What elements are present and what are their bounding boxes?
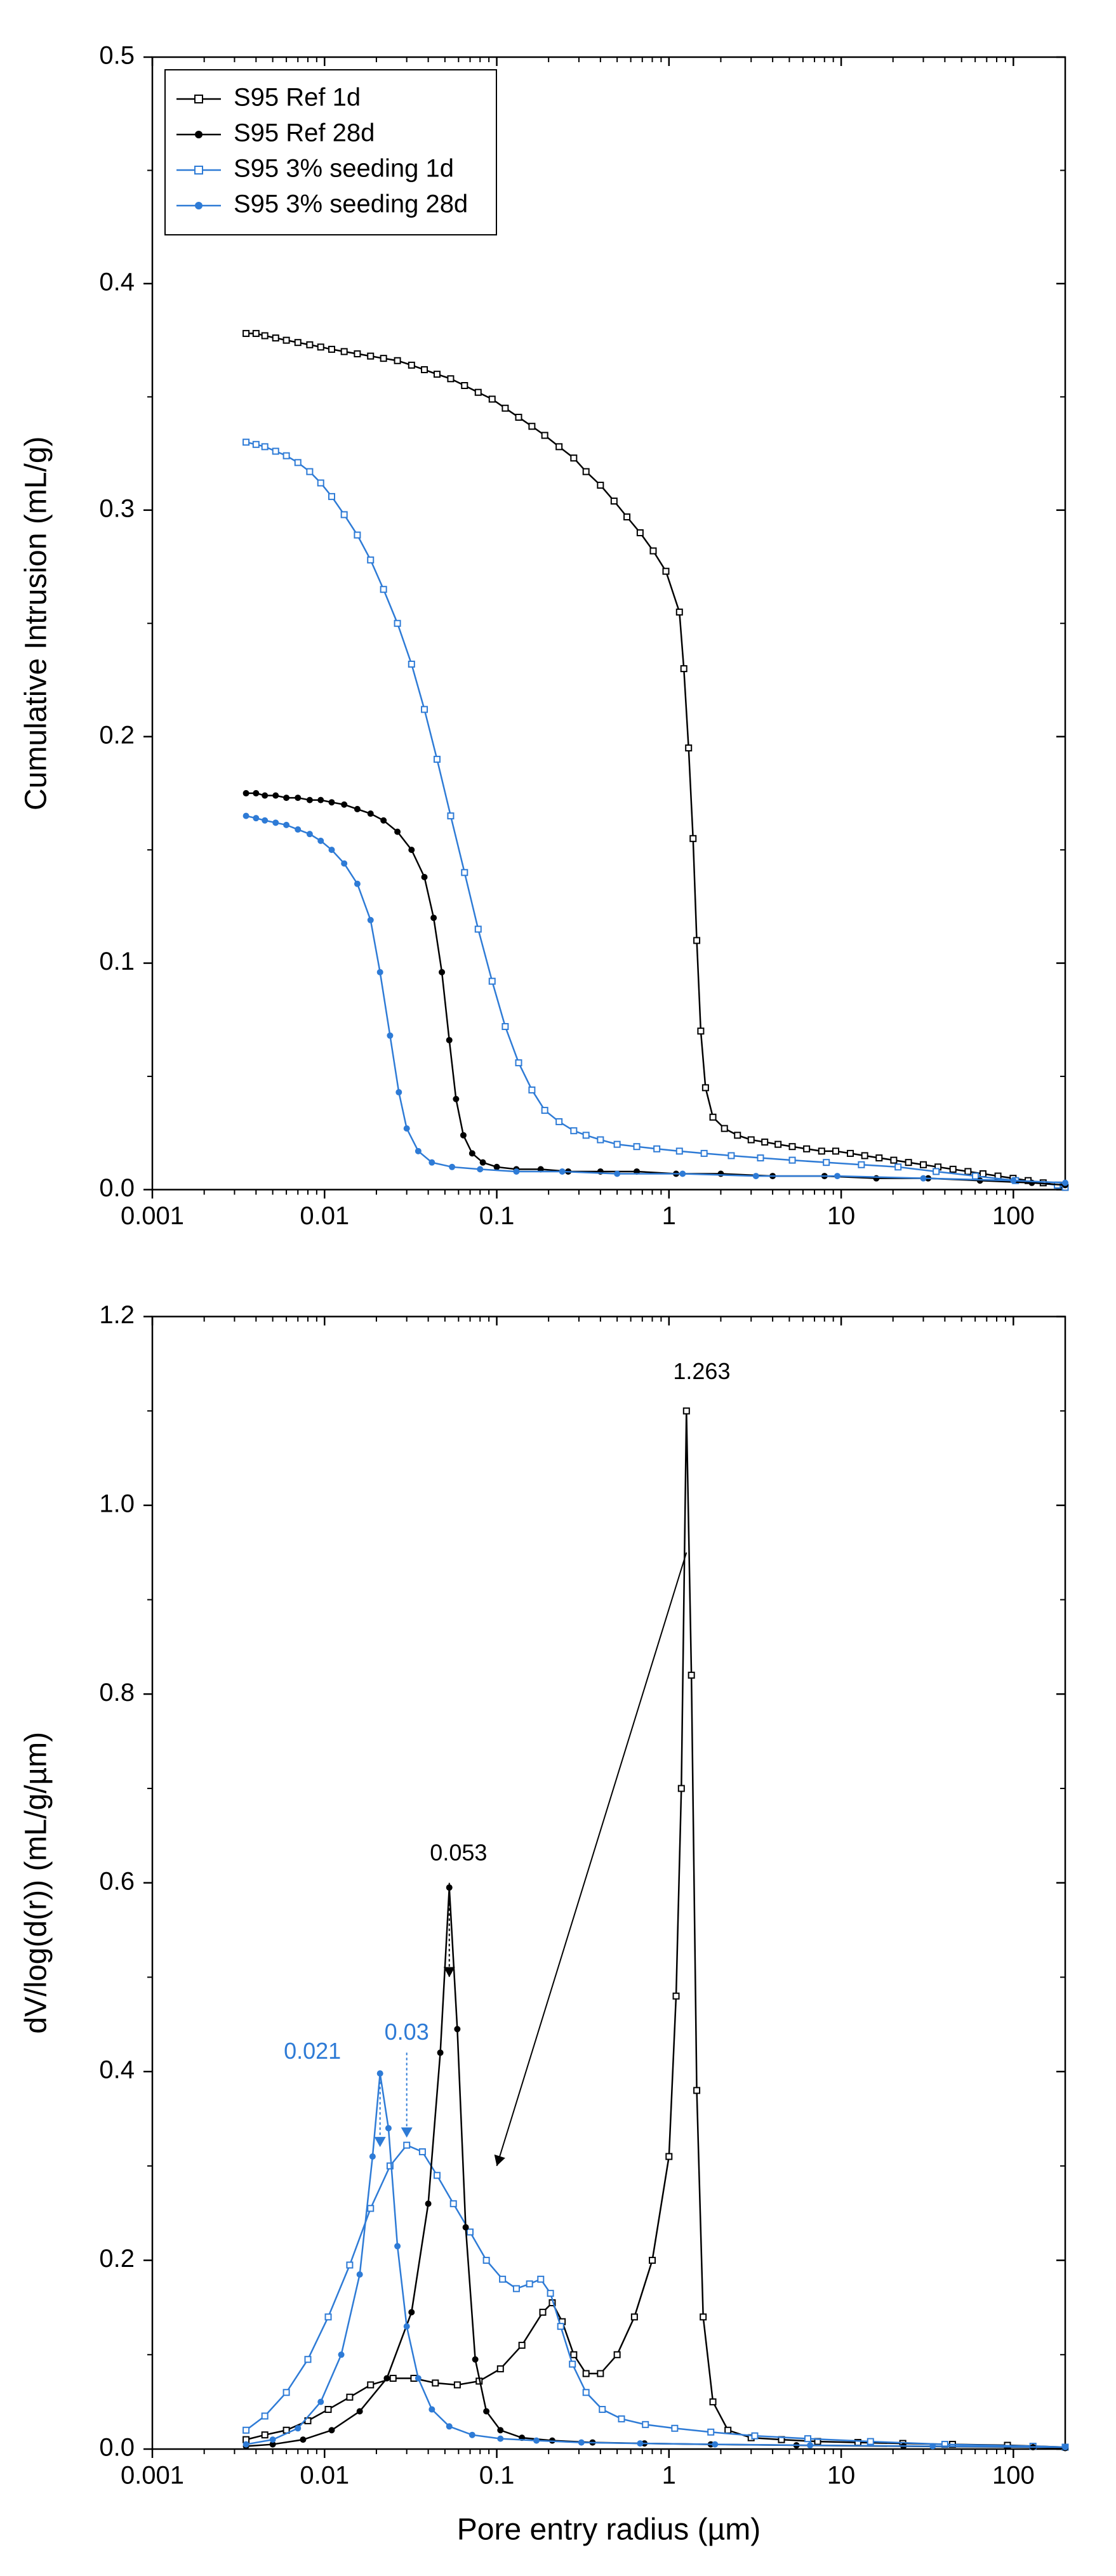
svg-text:S95 Ref 1d: S95 Ref 1d — [234, 84, 361, 112]
svg-text:1.0: 1.0 — [99, 1489, 135, 1517]
svg-text:0.021: 0.021 — [284, 2038, 341, 2064]
svg-text:S95 3% seeding 1d: S95 3% seeding 1d — [234, 155, 454, 183]
svg-text:0.053: 0.053 — [430, 1840, 487, 1866]
svg-text:0.8: 0.8 — [99, 1679, 135, 1707]
svg-text:0.5: 0.5 — [99, 42, 135, 70]
svg-text:0.3: 0.3 — [99, 494, 135, 522]
svg-text:0.1: 0.1 — [479, 1202, 515, 1230]
svg-text:0.001: 0.001 — [121, 2462, 184, 2490]
svg-text:S95 Ref 28d: S95 Ref 28d — [234, 119, 375, 147]
svg-text:dV/log(d(r)) (mL/g/µm): dV/log(d(r)) (mL/g/µm) — [20, 1732, 53, 2034]
svg-text:0.0: 0.0 — [99, 2434, 135, 2462]
figure-svg: 0.00.10.20.30.40.50.0010.010.1110100Cumu… — [0, 0, 1116, 2576]
svg-text:0.03: 0.03 — [385, 2019, 429, 2045]
svg-text:0.0: 0.0 — [99, 1174, 135, 1202]
svg-text:1: 1 — [662, 2462, 676, 2490]
svg-text:0.1: 0.1 — [99, 948, 135, 975]
svg-text:0.2: 0.2 — [99, 2245, 135, 2273]
svg-text:1: 1 — [662, 1202, 676, 1230]
figure-root: { "figure": { "width_px": 1758, "height_… — [0, 0, 1116, 2576]
svg-text:10: 10 — [827, 1202, 856, 1230]
svg-text:S95 3% seeding 28d: S95 3% seeding 28d — [234, 190, 468, 218]
svg-text:0.01: 0.01 — [300, 2462, 349, 2490]
svg-text:0.001: 0.001 — [121, 1202, 184, 1230]
svg-text:0.2: 0.2 — [99, 721, 135, 749]
svg-text:Pore entry radius (µm): Pore entry radius (µm) — [457, 2513, 761, 2547]
svg-text:0.6: 0.6 — [99, 1867, 135, 1895]
svg-text:0.1: 0.1 — [479, 2462, 515, 2490]
svg-text:10: 10 — [827, 2462, 856, 2490]
svg-text:100: 100 — [992, 2462, 1035, 2490]
svg-text:0.4: 0.4 — [99, 268, 135, 296]
svg-text:0.4: 0.4 — [99, 2056, 135, 2084]
svg-text:0.01: 0.01 — [300, 1202, 349, 1230]
svg-text:1.2: 1.2 — [99, 1301, 135, 1329]
svg-text:1.263: 1.263 — [673, 1358, 730, 1384]
svg-text:Cumulative Intrusion (mL/g): Cumulative Intrusion (mL/g) — [20, 436, 53, 810]
svg-text:100: 100 — [992, 1202, 1035, 1230]
